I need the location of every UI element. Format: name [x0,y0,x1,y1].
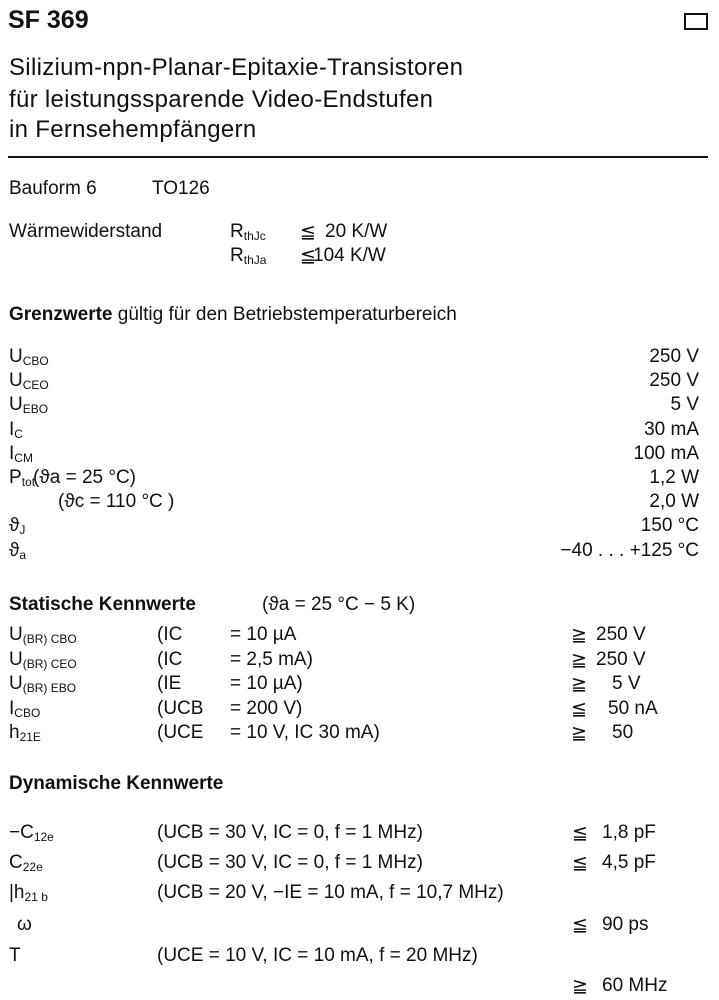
limit-value: 250 V [649,346,699,367]
thermal-symbol: RthJc [230,221,266,243]
subtitle-line: für leistungssparende Video-Endstufen [9,86,434,113]
dynamic-symbol: T [9,945,21,966]
dynamic-symbol: C22e [9,852,43,874]
static-symbol: h21E [9,722,41,744]
dynamic-symbol: |h21 b [9,882,48,904]
static-value: 250 V [596,648,646,670]
static-parameter: (IE [157,673,182,694]
static-relation: ≧ [571,625,587,646]
limit-symbol: Ptot [9,467,36,489]
limits-heading: Grenzwerte gültig für den Betriebstemper… [9,304,457,325]
static-condition: = 10 µA) [230,673,303,694]
dynamic-value: 60 MHz [602,975,668,996]
divider [8,156,708,158]
static-symbol: ICBO [9,697,41,720]
thermal-relation: ≦ [300,222,316,243]
static-relation: ≧ [571,723,587,744]
static-parameter: (UCB [157,697,204,719]
dynamic-relation: ≦ [572,823,588,844]
dynamic-condition: (UCB = 30 V, IC = 0, f = 1 MHz) [157,852,423,873]
dynamic-value: 1,8 pF [602,822,656,843]
static-heading-condition: (ϑa = 25 °C − 5 K) [262,594,416,615]
dynamic-condition: (UCB = 30 V, IC = 0, f = 1 MHz) [157,822,423,843]
limit-symbol: UEBO [9,394,49,417]
limit-value: 30 mA [644,418,699,440]
static-symbol: U(BR) EBO [9,673,77,695]
limit-value: 2,0 W [649,491,699,513]
static-value: 50 [612,722,634,743]
package-label: Bauform 6 [9,178,97,199]
static-parameter: (UCE [157,722,204,743]
limit-condition: (ϑc = 110 °C ) [58,491,175,513]
static-parameter: (IC [157,624,183,645]
limit-value: −40 . . . +125 °C [560,539,699,561]
limit-symbol: UCEO [9,370,49,393]
dynamic-relation: ≧ [572,976,588,997]
thermal-relation: ≦ [300,246,316,267]
limit-condition: (ϑa = 25 °C) [33,467,136,488]
subtitle-line: in Fernsehempfängern [9,116,257,143]
static-condition: = 10 µA [230,624,297,645]
checkbox-icon [684,13,708,30]
package-type: TO126 [152,178,210,199]
thermal-value: 20 K/W [325,221,388,242]
dynamic-condition: (UCE = 10 V, IC = 10 mA, f = 20 MHz) [157,945,478,966]
static-condition: = 2,5 mA) [230,648,313,670]
limit-value: 5 V [670,394,699,416]
static-relation: ≧ [571,649,587,671]
static-value: 5 V [612,673,641,694]
subtitle-line: Silizium-npn-Planar-Epitaxie-Transistore… [9,54,464,81]
static-value: 50 nA [608,697,658,719]
static-condition: = 10 V, IC 30 mA) [230,722,380,743]
thermal-value: 104 K/W [313,245,386,266]
limit-value: 150 °C [640,515,699,537]
limit-symbol: ICM [9,442,33,465]
static-relation: ≧ [571,674,587,695]
dynamic-value: 4,5 pF [602,852,656,873]
static-relation: ≦ [571,698,587,720]
static-condition: = 200 V) [230,697,303,719]
dynamic-symbol: −C12e [9,822,54,844]
thermal-symbol: RthJa [230,245,267,267]
static-value: 250 V [596,624,646,645]
limit-symbol: ϑJ [9,515,26,538]
limit-symbol: UCBO [9,346,49,368]
dynamic-relation: ≦ [572,915,588,936]
limit-symbol: IC [9,418,23,441]
dynamic-value: 90 ps [602,914,649,935]
limit-symbol: ϑa [9,539,27,562]
static-symbol: U(BR) CBO [9,624,77,646]
static-parameter: (IC [157,648,183,670]
static-symbol: U(BR) CEO [9,648,77,671]
static-heading: Statische Kennwerte [9,594,196,615]
limit-value: 250 V [649,370,699,392]
thermal-label: Wärmewiderstand [9,221,163,242]
dynamic-symbol: ω [17,914,32,935]
dynamic-heading: Dynamische Kennwerte [9,773,224,794]
dynamic-condition: (UCB = 20 V, −IE = 10 mA, f = 10,7 MHz) [157,882,504,903]
limit-value: 100 mA [633,442,699,464]
part-number-title: SF 369 [8,6,89,34]
limit-value: 1,2 W [649,467,699,488]
dynamic-relation: ≦ [572,853,588,874]
